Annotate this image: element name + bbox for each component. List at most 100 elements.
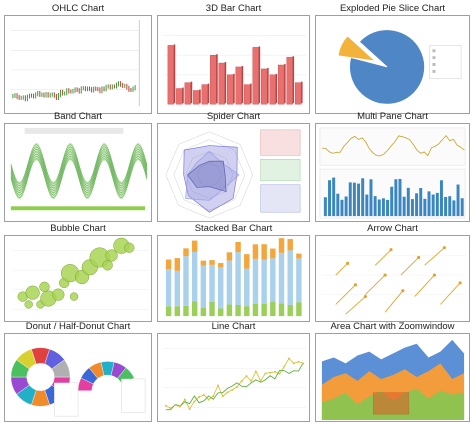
line-point bbox=[212, 395, 215, 398]
arrow-head bbox=[442, 246, 446, 250]
stack-segment bbox=[200, 307, 207, 317]
stack-segment bbox=[183, 305, 189, 317]
spider-chart-thumbnail[interactable] bbox=[157, 123, 310, 222]
stacked-bar-chart-thumbnail[interactable] bbox=[157, 235, 310, 322]
arrow-head bbox=[363, 295, 367, 299]
bubble-chart-thumbnail[interactable] bbox=[4, 235, 152, 322]
bar bbox=[227, 74, 234, 105]
stack-segment bbox=[235, 242, 241, 253]
chart-tile-spider[interactable]: Spider Chart bbox=[157, 110, 310, 222]
volume-bar bbox=[323, 197, 327, 217]
line-point bbox=[254, 370, 257, 373]
stack-segment bbox=[218, 263, 224, 268]
area-chart-thumbnail[interactable] bbox=[315, 333, 470, 422]
volume-bar bbox=[386, 199, 390, 217]
line-point bbox=[245, 375, 248, 378]
line-point bbox=[231, 388, 234, 391]
line-point bbox=[226, 391, 229, 394]
volume-bar bbox=[398, 178, 402, 217]
line-chart-thumbnail[interactable] bbox=[157, 333, 310, 422]
chart-tile-donut[interactable]: Donut / Half-Donut Chart bbox=[4, 320, 152, 422]
tile-title: Donut / Half-Donut Chart bbox=[25, 321, 131, 332]
arrow-shaft bbox=[440, 282, 461, 305]
chart-tile-line[interactable]: Line Chart bbox=[157, 320, 310, 422]
arrow-chart-thumbnail[interactable] bbox=[315, 235, 470, 322]
volume-bar bbox=[427, 191, 431, 217]
line-point bbox=[179, 405, 182, 408]
bubble bbox=[52, 288, 65, 301]
tile-title: Stacked Bar Chart bbox=[194, 223, 273, 234]
stack-segment bbox=[244, 254, 250, 269]
stack-segment bbox=[287, 250, 293, 305]
3d-bar-chart-thumbnail[interactable] bbox=[157, 15, 310, 114]
volume-bar bbox=[332, 177, 336, 217]
multi-pane-chart-thumbnail[interactable] bbox=[315, 123, 470, 222]
volume-bar bbox=[444, 196, 448, 217]
line-point bbox=[273, 370, 276, 373]
spider-series bbox=[185, 150, 240, 201]
band-line bbox=[10, 144, 148, 184]
chart-tile-arrow[interactable]: Arrow Chart bbox=[315, 222, 470, 322]
bubble bbox=[102, 260, 113, 271]
volume-bar bbox=[348, 182, 352, 217]
bar-side bbox=[233, 73, 235, 104]
arrow-head bbox=[417, 255, 421, 260]
stack-segment bbox=[191, 251, 198, 302]
line-point bbox=[292, 362, 295, 365]
bubble bbox=[69, 292, 79, 301]
arrow-shaft bbox=[335, 284, 356, 305]
volume-bar bbox=[357, 183, 361, 217]
volume-bar bbox=[352, 182, 356, 217]
line-series bbox=[165, 362, 304, 411]
stack-segment bbox=[235, 304, 241, 317]
arrow-head bbox=[353, 283, 358, 287]
stack-segment bbox=[209, 264, 215, 302]
donut-chart-thumbnail[interactable] bbox=[4, 333, 152, 422]
bar bbox=[278, 64, 285, 105]
bar bbox=[235, 66, 242, 105]
bubble bbox=[124, 242, 135, 253]
zoom-window bbox=[372, 392, 410, 415]
chart-tile-multi-pane[interactable]: Multi Pane Chart bbox=[315, 110, 470, 222]
pie-chart-thumbnail[interactable] bbox=[315, 15, 470, 114]
volume-bar bbox=[410, 199, 414, 217]
stack-segment bbox=[183, 256, 189, 306]
band-chart-thumbnail[interactable] bbox=[4, 123, 152, 222]
volume-bar bbox=[377, 199, 381, 217]
stack-segment bbox=[209, 260, 215, 265]
stack-segment bbox=[218, 267, 224, 309]
bar bbox=[269, 74, 276, 105]
stack-segment bbox=[218, 308, 224, 317]
volume-bar bbox=[435, 192, 439, 217]
chart-tile-ohlc[interactable]: OHLC Chart bbox=[4, 2, 152, 114]
arrow-head bbox=[383, 273, 387, 277]
line-point bbox=[302, 362, 305, 365]
tile-title: Spider Chart bbox=[206, 111, 261, 122]
line-point bbox=[283, 365, 286, 368]
stack-segment bbox=[226, 252, 233, 261]
volume-bar bbox=[406, 187, 410, 217]
pie-slice bbox=[349, 29, 425, 105]
chart-tile-3d-bar[interactable]: 3D Bar Chart bbox=[157, 2, 310, 114]
arrow-shaft bbox=[335, 263, 348, 276]
chart-tile-band[interactable]: Band Chart bbox=[4, 110, 152, 222]
band-line bbox=[10, 153, 148, 194]
arrow-head bbox=[401, 289, 405, 293]
bubble bbox=[39, 281, 50, 292]
volume-bar bbox=[415, 193, 419, 217]
chart-tile-exploded-pie[interactable]: Exploded Pie Slice Chart bbox=[315, 2, 470, 114]
chart-tile-area-zoom[interactable]: Area Chart with Zoomwindow bbox=[315, 320, 470, 422]
chart-tile-stacked-bar[interactable]: Stacked Bar Chart bbox=[157, 222, 310, 322]
stack-segment bbox=[261, 259, 267, 304]
bar-side bbox=[292, 56, 295, 104]
bar-side bbox=[301, 81, 303, 104]
volume-bar bbox=[402, 196, 406, 217]
bar bbox=[201, 84, 208, 105]
stack-segment bbox=[165, 269, 172, 307]
bar-side bbox=[190, 81, 193, 104]
volume-bar bbox=[419, 187, 423, 217]
line-point bbox=[269, 371, 272, 374]
chart-tile-bubble[interactable]: Bubble Chart bbox=[4, 222, 152, 322]
volume-bar bbox=[390, 186, 394, 217]
ohlc-chart-thumbnail[interactable] bbox=[4, 15, 152, 114]
